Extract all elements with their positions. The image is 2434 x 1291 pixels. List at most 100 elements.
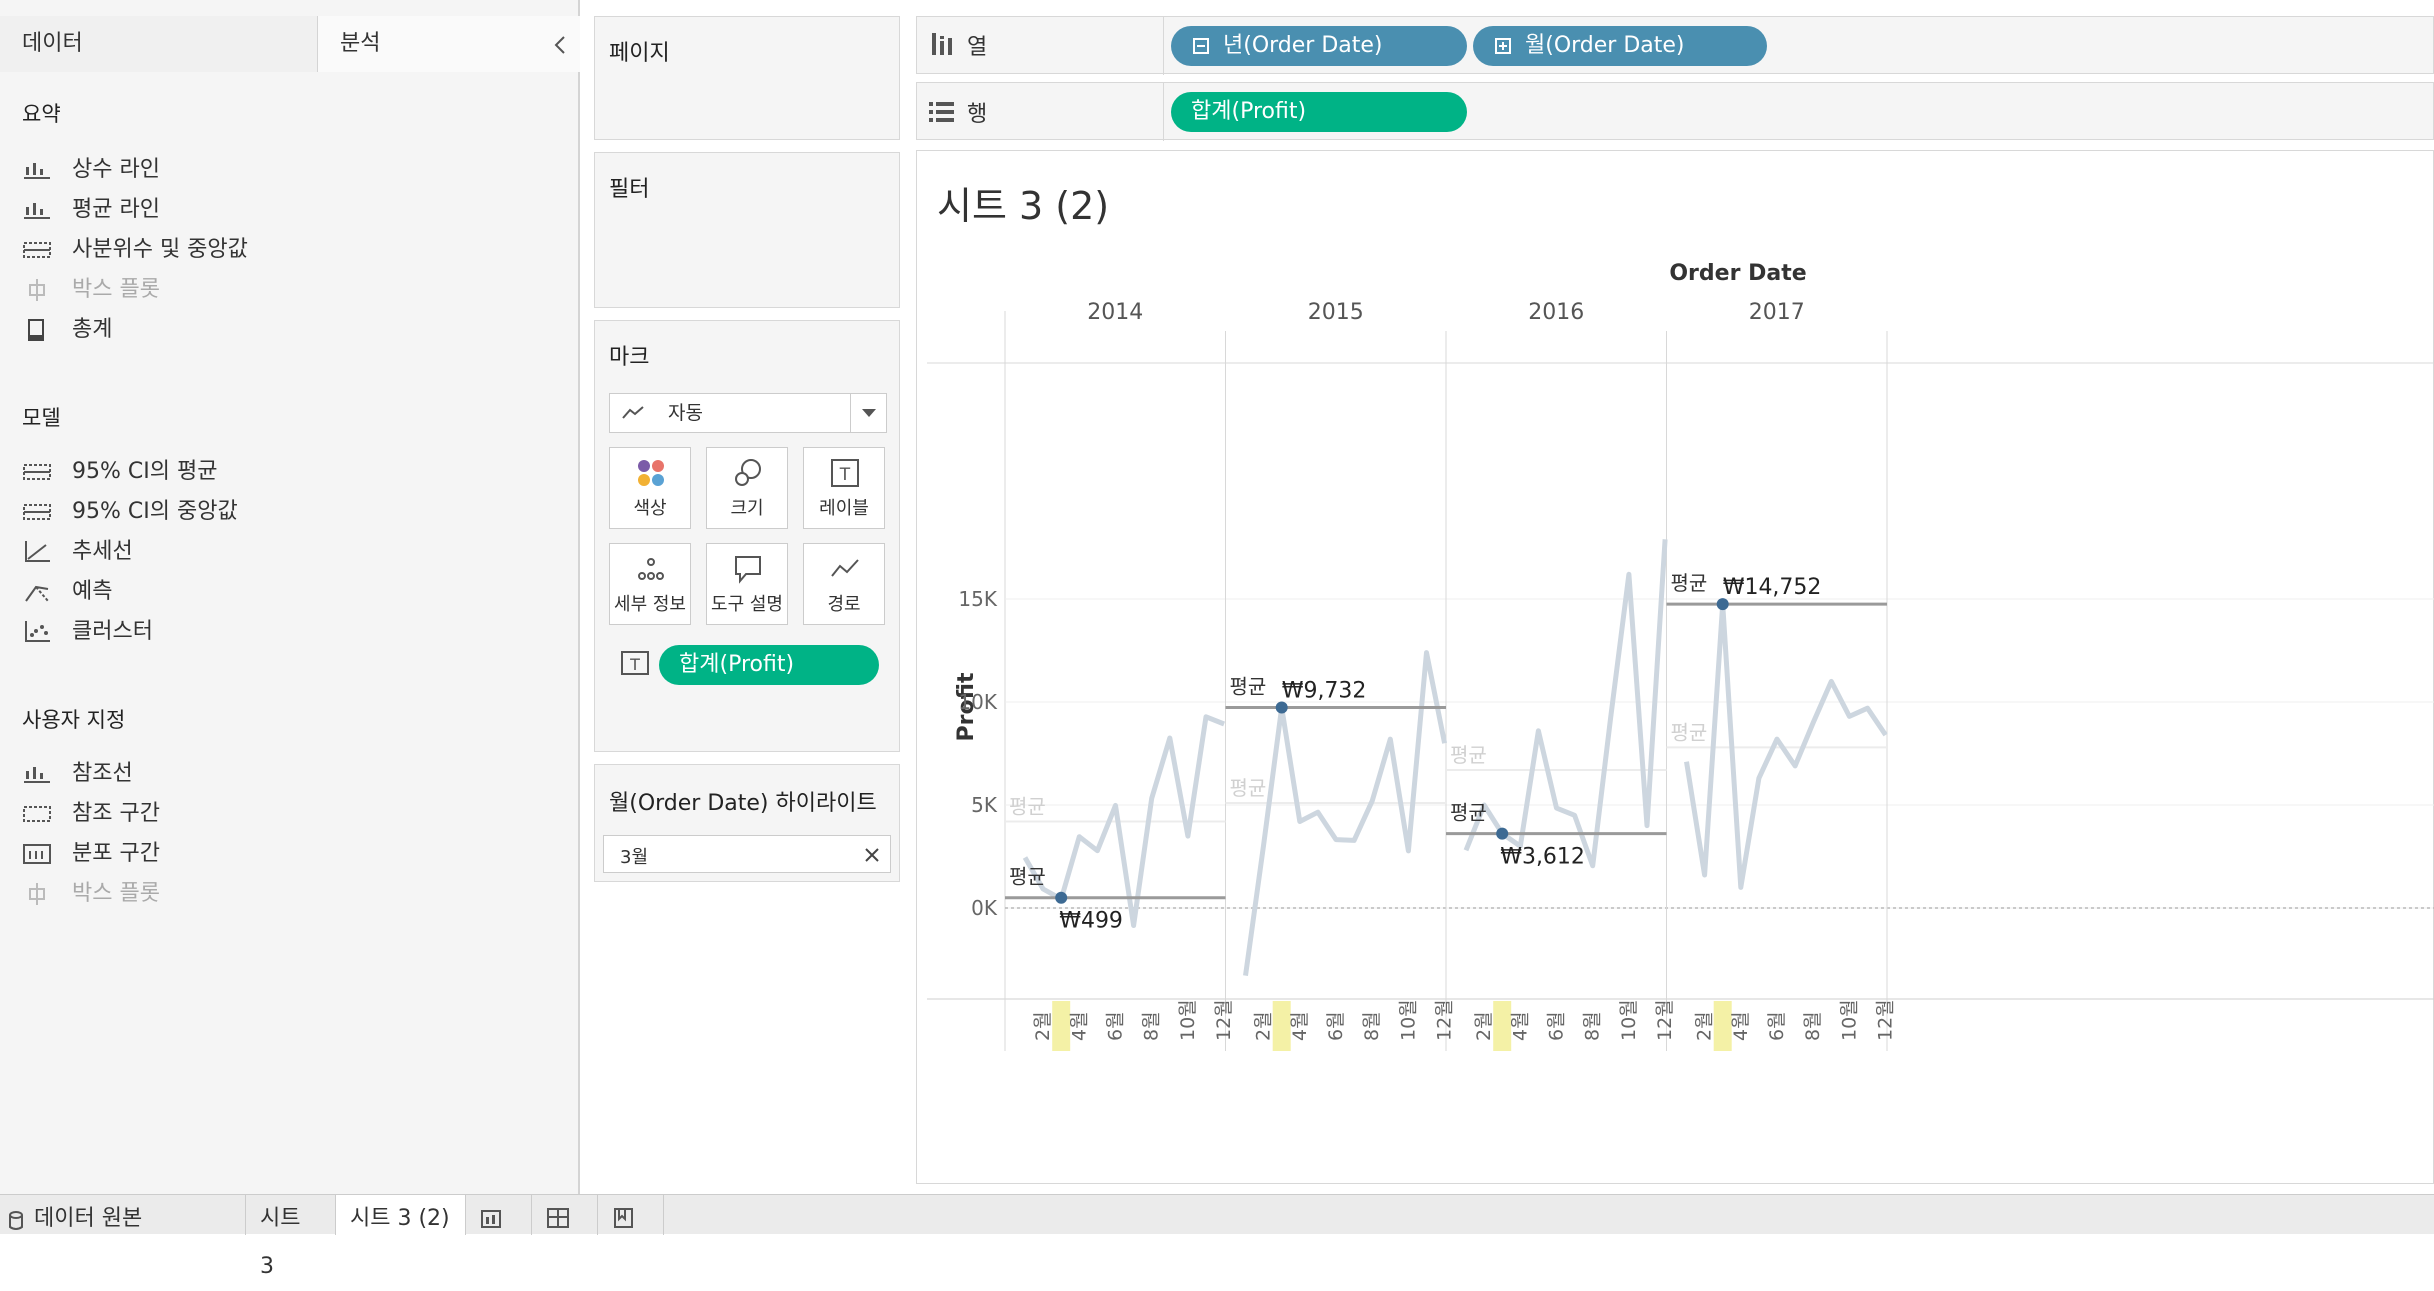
highlight-input[interactable]: 3월: [603, 835, 891, 873]
ci-median-item[interactable]: 95% CI의 중앙값: [22, 492, 238, 532]
year-header-label: 2014: [1087, 300, 1143, 325]
month-pill-label: 월(Order Date): [1525, 33, 1685, 58]
forecast-label: 예측: [72, 579, 113, 604]
cluster-item[interactable]: 클러스터: [22, 612, 153, 652]
filters-card[interactable]: 필터: [594, 152, 900, 308]
label-button[interactable]: T 레이블: [803, 447, 885, 529]
forecast-item[interactable]: 예측: [22, 572, 112, 612]
cluster-icon: [25, 621, 50, 642]
tab-data[interactable]: 데이터: [0, 16, 318, 72]
month-tick-label: 6월: [1325, 1011, 1347, 1041]
boxplot-icon: [29, 279, 45, 301]
month-tick-label: 2월: [1253, 1011, 1275, 1041]
color-icon: [638, 460, 664, 486]
marks-profit-pill[interactable]: 합계(Profit): [659, 645, 879, 685]
summary-header: 요약: [22, 102, 61, 126]
size-icon: [735, 459, 761, 486]
custom-boxplot-item[interactable]: 박스 플롯: [22, 874, 160, 914]
data-source-tab[interactable]: 데이터 원본: [0, 1195, 246, 1235]
collapse-chevron-icon[interactable]: [554, 36, 566, 54]
average-point: [1496, 827, 1509, 840]
month-order-date-pill[interactable]: 월(Order Date): [1473, 26, 1767, 66]
profit-axis-title: Profit: [954, 672, 979, 741]
tooltip-button[interactable]: 도구 설명: [706, 543, 788, 625]
line-mark-icon: [622, 406, 644, 419]
new-story-icon: [614, 1208, 633, 1228]
month-tick-label: 12월: [1213, 999, 1235, 1041]
average-value-label: ₩3,612: [1500, 845, 1585, 870]
y-tick-label: 5K: [971, 793, 998, 817]
average-point: [1275, 701, 1288, 714]
new-story-tab[interactable]: [598, 1195, 664, 1235]
new-dashboard-icon: [547, 1208, 569, 1228]
average-line-label: 평균: [1009, 865, 1046, 889]
ci-mean-item[interactable]: 95% CI의 평균: [22, 452, 217, 492]
reference-band-item[interactable]: 참조 구간: [22, 794, 160, 834]
forecast-icon: [25, 585, 49, 602]
month-tick-label: 8월: [1141, 1011, 1163, 1041]
month-tick-label: 12월: [1875, 999, 1897, 1041]
new-worksheet-icon: [481, 1210, 501, 1228]
highlight-band: [1713, 1001, 1732, 1051]
average-point: [1716, 598, 1729, 611]
highlight-title: 월(Order Date) 하이라이트: [609, 791, 877, 816]
svg-text:T: T: [629, 655, 640, 674]
year-order-date-pill[interactable]: 년(Order Date): [1171, 26, 1467, 66]
quartile-label: 사분위수 및 중앙값: [72, 237, 248, 262]
year-header-label: 2016: [1528, 300, 1584, 325]
database-icon: [9, 1211, 23, 1230]
month-tick-label: 10월: [1177, 999, 1199, 1041]
sheet3-tab[interactable]: 시트 3: [246, 1195, 336, 1279]
boxplot-icon: [29, 883, 45, 905]
sheet-tab-bar: 데이터 원본 시트 3 시트 3 (2): [0, 1194, 2434, 1279]
month-tick-label: 2월: [1694, 1011, 1716, 1041]
rows-profit-pill[interactable]: 합계(Profit): [1171, 92, 1467, 132]
average-line-item[interactable]: 평균 라인: [22, 190, 160, 230]
sheet3-2-tab[interactable]: 시트 3 (2): [336, 1195, 466, 1235]
constant-line-item[interactable]: 상수 라인: [22, 150, 160, 190]
pages-card[interactable]: 페이지: [594, 16, 900, 140]
collapse-icon[interactable]: [1193, 38, 1209, 54]
quartile-item[interactable]: 사분위수 및 중앙값: [22, 230, 248, 270]
size-button[interactable]: 크기: [706, 447, 788, 529]
mark-type-dropdown[interactable]: 자동: [609, 393, 887, 433]
tab-analysis[interactable]: 분석: [318, 16, 580, 72]
reference-line-item[interactable]: 참조선: [22, 754, 133, 794]
month-tick-label: 2월: [1032, 1011, 1054, 1041]
expand-icon[interactable]: [1495, 38, 1511, 54]
new-sheet-tab[interactable]: [466, 1195, 532, 1235]
boxplot-item[interactable]: 박스 플롯: [22, 270, 160, 310]
highlight-value: 3월: [620, 847, 649, 868]
path-label: 경로: [827, 594, 861, 615]
band-icon: [23, 242, 51, 258]
month-tick-label: 10월: [1838, 999, 1860, 1041]
month-tick-label: 8월: [1582, 1011, 1604, 1041]
trendline-item[interactable]: 추세선: [22, 532, 133, 572]
distribution-band-item[interactable]: 분포 구간: [22, 834, 160, 874]
profit-line-chart[interactable]: Order Date Profit 15K 10K 5K 0K 2014 2월 4월 6월 8월…: [917, 151, 2434, 1185]
line-icon: [24, 163, 50, 179]
color-button[interactable]: 색상: [609, 447, 691, 529]
sheet3-2-label: 시트 3 (2): [350, 1206, 450, 1231]
path-button[interactable]: 경로: [803, 543, 885, 625]
path-icon: [831, 559, 859, 577]
average-line-label: 평균 라인: [72, 197, 160, 222]
mark-type-label: 자동: [668, 402, 703, 424]
constant-line-label: 상수 라인: [72, 157, 160, 182]
average-value-label: ₩14,752: [1723, 575, 1822, 600]
month-tick-label: 4월: [1509, 1011, 1531, 1041]
average-line-label: 평균: [1230, 675, 1267, 699]
faded-average-label: 평균: [1671, 720, 1708, 744]
reference-band-label: 참조 구간: [72, 801, 160, 826]
totals-icon: [28, 319, 44, 341]
clear-icon[interactable]: [864, 847, 880, 863]
dropdown-caret[interactable]: [850, 394, 886, 432]
month-tick-label: 8월: [1361, 1011, 1383, 1041]
year-header-label: 2015: [1308, 300, 1364, 325]
columns-label: 열: [967, 35, 988, 60]
detail-button[interactable]: 세부 정보: [609, 543, 691, 625]
totals-label: 총계: [72, 317, 113, 342]
average-point: [1055, 891, 1068, 904]
totals-item[interactable]: 총계: [22, 310, 112, 350]
new-dashboard-tab[interactable]: [532, 1195, 598, 1235]
